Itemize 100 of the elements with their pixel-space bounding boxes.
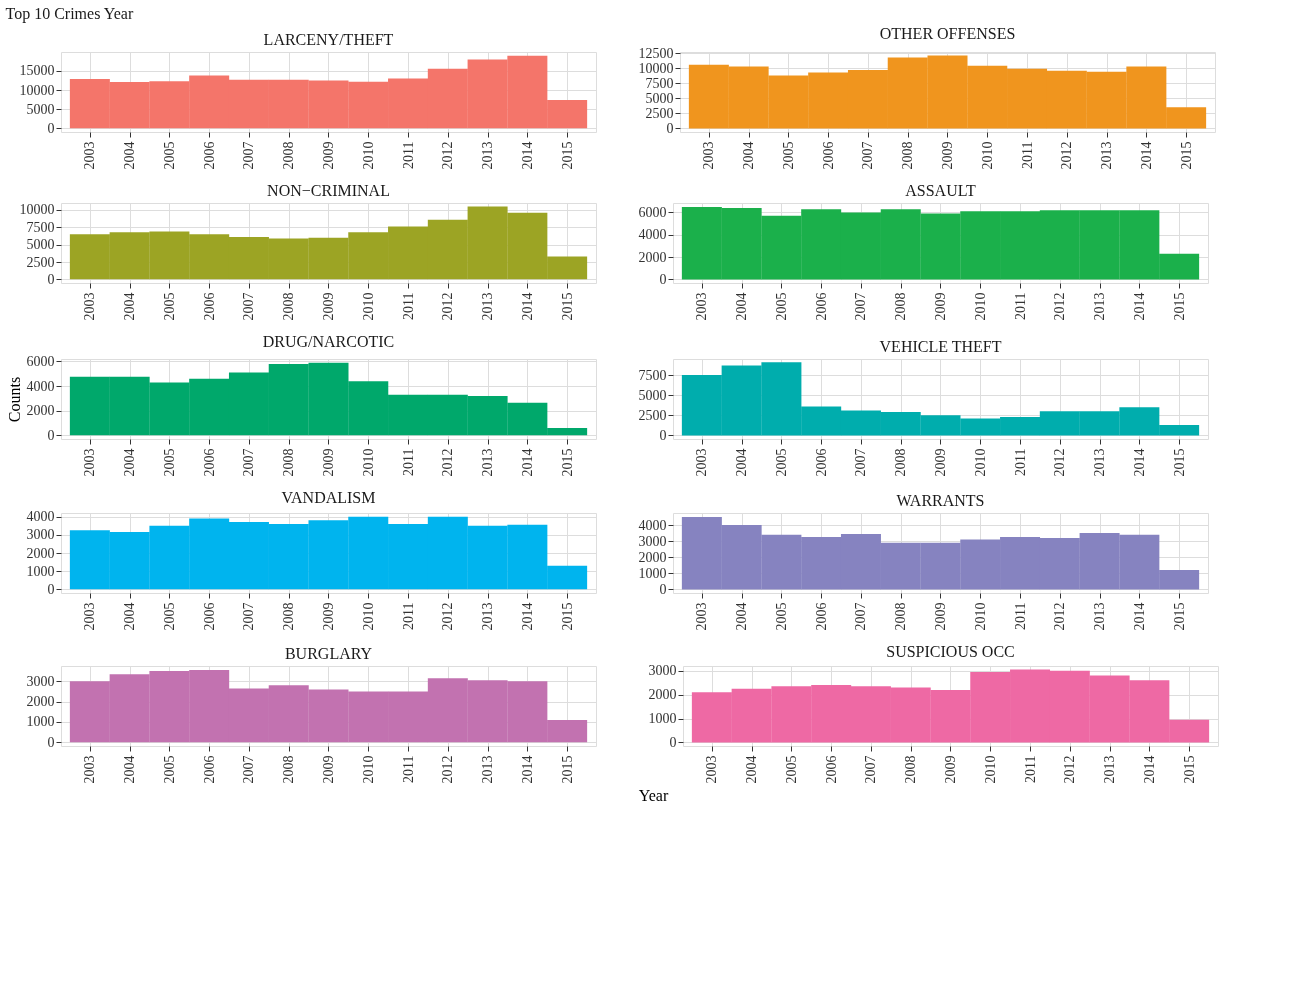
chart-title: LARCENY/THEFT bbox=[263, 31, 394, 48]
x-tick-label: 2010 bbox=[360, 602, 376, 631]
y-tick-label: 0 bbox=[47, 427, 55, 443]
x-tick-label: 2008 bbox=[281, 448, 297, 477]
x-tick-label: 2003 bbox=[694, 448, 710, 477]
y-tick-label: 0 bbox=[659, 271, 667, 287]
x-tick-label: 2003 bbox=[82, 292, 98, 321]
x-tick-label: 2011 bbox=[400, 292, 416, 320]
x-tick-label: 2007 bbox=[241, 448, 257, 477]
y-tick-label: 1000 bbox=[638, 565, 667, 581]
x-tick-label: 2013 bbox=[480, 448, 496, 477]
y-tick-label: 4000 bbox=[26, 509, 55, 525]
x-tick-label: 2014 bbox=[519, 292, 535, 321]
x-tick-label: 2012 bbox=[1052, 292, 1068, 321]
x-tick-label: 2007 bbox=[853, 602, 869, 631]
y-tick-label: 0 bbox=[47, 120, 55, 136]
x-tick-label: 2008 bbox=[893, 602, 909, 631]
chart-title: BURGLARY bbox=[284, 645, 373, 662]
y-tick-label: 6000 bbox=[638, 204, 667, 220]
x-tick-label: 2013 bbox=[480, 755, 496, 784]
x-tick-label: 2010 bbox=[979, 141, 995, 170]
x-tick-label: 2014 bbox=[1131, 602, 1147, 631]
x-tick-label: 2010 bbox=[360, 292, 376, 321]
x-tick-label: 2009 bbox=[933, 602, 948, 631]
x-tick-label: 2015 bbox=[1178, 141, 1194, 170]
x-tick-label: 2011 bbox=[400, 141, 416, 169]
y-tick-label: 3000 bbox=[648, 663, 677, 679]
x-tick-label: 2015 bbox=[1181, 755, 1197, 784]
x-tick-label: 2007 bbox=[860, 141, 876, 170]
y-tick-label: 1000 bbox=[648, 711, 677, 727]
x-tick-label: 2006 bbox=[201, 141, 217, 170]
y-tick-label: 0 bbox=[47, 581, 55, 597]
x-tick-label: 2015 bbox=[559, 602, 575, 631]
x-tick-label: 2007 bbox=[863, 755, 879, 784]
x-tick-label: 2008 bbox=[281, 755, 297, 784]
x-tick-label: 2014 bbox=[1141, 755, 1157, 784]
y-tick-label: 5000 bbox=[26, 101, 55, 117]
x-tick-label: 2014 bbox=[1131, 448, 1147, 477]
x-tick-label: 2012 bbox=[440, 755, 456, 784]
x-tick-label: 2009 bbox=[321, 448, 336, 477]
x-tick-label: 2010 bbox=[982, 755, 998, 784]
x-tick-label: 2012 bbox=[1052, 602, 1068, 631]
x-tick-label: 2007 bbox=[241, 292, 257, 321]
y-tick-label: 7500 bbox=[26, 219, 55, 235]
y-tick-label: 0 bbox=[669, 734, 677, 750]
x-tick-label: 2011 bbox=[1012, 448, 1028, 476]
x-tick-label: 2007 bbox=[241, 602, 257, 631]
x-tick-label: 2004 bbox=[122, 141, 138, 170]
y-tick-label: 3000 bbox=[638, 533, 667, 549]
x-tick-label: 2005 bbox=[773, 602, 789, 631]
x-tick-label: 2003 bbox=[704, 755, 720, 784]
y-tick-label: 10000 bbox=[19, 82, 55, 98]
text: Top 10 Crimes Year bbox=[5, 4, 134, 23]
y-tick-label: 2500 bbox=[26, 254, 55, 270]
chart-title: ASSAULT bbox=[905, 182, 976, 199]
x-tick-label: 2008 bbox=[281, 292, 297, 321]
x-tick-label: 2012 bbox=[1062, 755, 1078, 784]
y-tick-label: 1000 bbox=[26, 563, 55, 579]
x-tick-label: 2015 bbox=[559, 141, 575, 170]
x-tick-label: 2012 bbox=[440, 448, 456, 477]
x-tick-label: 2015 bbox=[1171, 602, 1187, 631]
x-tick-label: 2014 bbox=[1131, 292, 1147, 321]
y-tick-label: 10000 bbox=[638, 60, 674, 76]
y-tick-label: 3000 bbox=[26, 673, 55, 689]
x-tick-label: 2008 bbox=[281, 602, 297, 631]
x-tick-label: 2005 bbox=[773, 448, 789, 477]
x-tick-label: 2012 bbox=[440, 292, 456, 321]
x-tick-label: 2013 bbox=[480, 292, 496, 321]
x-tick-label: 2009 bbox=[321, 292, 336, 321]
y-tick-label: 2000 bbox=[26, 403, 55, 419]
x-tick-label: 2009 bbox=[940, 141, 955, 170]
chart-title: NON−CRIMINAL bbox=[267, 181, 390, 199]
x-tick-label: 2005 bbox=[783, 755, 799, 784]
y-tick-label: 0 bbox=[659, 427, 667, 443]
x-tick-label: 2008 bbox=[900, 141, 916, 170]
y-tick-label: 0 bbox=[47, 271, 55, 287]
x-tick-label: 2010 bbox=[972, 602, 988, 631]
x-tick-label: 2011 bbox=[1019, 141, 1035, 169]
x-tick-label: 2004 bbox=[734, 292, 750, 321]
x-tick-label: 2007 bbox=[241, 755, 257, 784]
x-tick-label: 2012 bbox=[1059, 141, 1075, 170]
x-tick-label: 2005 bbox=[161, 448, 177, 477]
x-tick-label: 2009 bbox=[933, 448, 948, 477]
x-tick-label: 2013 bbox=[1092, 448, 1108, 477]
x-tick-label: 2005 bbox=[161, 141, 177, 170]
y-tick-label: 2000 bbox=[638, 549, 667, 565]
x-tick-label: 2008 bbox=[893, 448, 909, 477]
x-tick-label: 2014 bbox=[1138, 141, 1154, 170]
x-tick-label: 2011 bbox=[1022, 755, 1038, 783]
x-axis-title: Year bbox=[638, 786, 669, 804]
x-tick-label: 2014 bbox=[519, 602, 535, 631]
x-tick-label: 2015 bbox=[559, 448, 575, 477]
x-tick-label: 2009 bbox=[943, 755, 958, 784]
x-tick-label: 2005 bbox=[161, 602, 177, 631]
x-tick-label: 2006 bbox=[813, 448, 829, 477]
x-tick-label: 2015 bbox=[1171, 448, 1187, 477]
x-tick-label: 2013 bbox=[1099, 141, 1115, 170]
x-tick-label: 2003 bbox=[82, 602, 98, 631]
y-tick-label: 2000 bbox=[26, 545, 55, 561]
x-tick-label: 2005 bbox=[161, 755, 177, 784]
